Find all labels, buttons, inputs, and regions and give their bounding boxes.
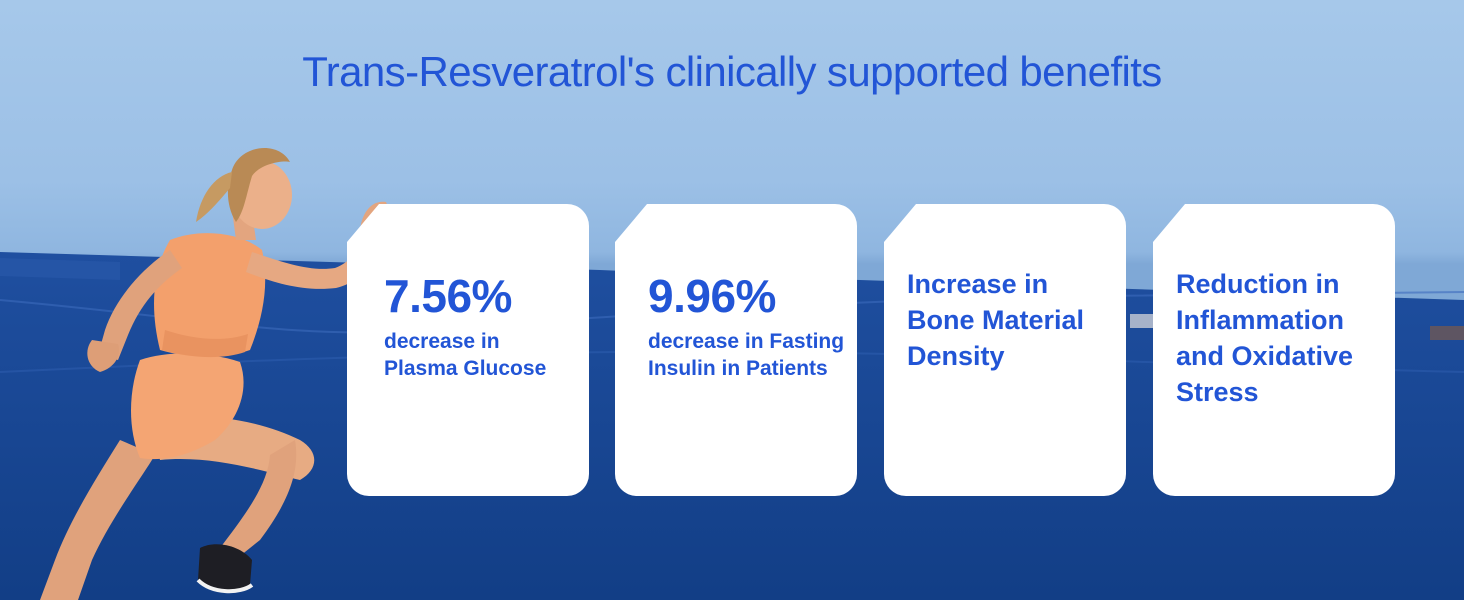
benefit-text: Increase in Bone Material Density: [907, 269, 1085, 371]
stat-description: decrease in Plasma Glucose: [384, 330, 547, 380]
benefit-card-inflammation: Reduction in Inflammation and Oxidative …: [1153, 204, 1395, 496]
benefit-card-plasma-glucose: 7.56% decrease in Plasma Glucose: [347, 204, 589, 496]
benefit-card-bone-density: Increase in Bone Material Density: [884, 204, 1126, 496]
benefit-text: Reduction in Inflammation and Oxidative …: [1176, 269, 1354, 407]
card-content: Reduction in Inflammation and Oxidative …: [1176, 266, 1383, 410]
card-content: 7.56% decrease in Plasma Glucose: [384, 270, 577, 382]
benefit-card-fasting-insulin: 9.96% decrease in Fasting Insulin in Pat…: [615, 204, 857, 496]
card-content: Increase in Bone Material Density: [907, 266, 1114, 374]
page-title: Trans-Resveratrol's clinically supported…: [302, 48, 1162, 95]
card-content: 9.96% decrease in Fasting Insulin in Pat…: [648, 270, 845, 382]
stat-description: decrease in Fasting Insulin in Patients: [648, 330, 845, 380]
stat-value: 9.96%: [648, 270, 776, 322]
stat-value: 7.56%: [384, 270, 512, 322]
